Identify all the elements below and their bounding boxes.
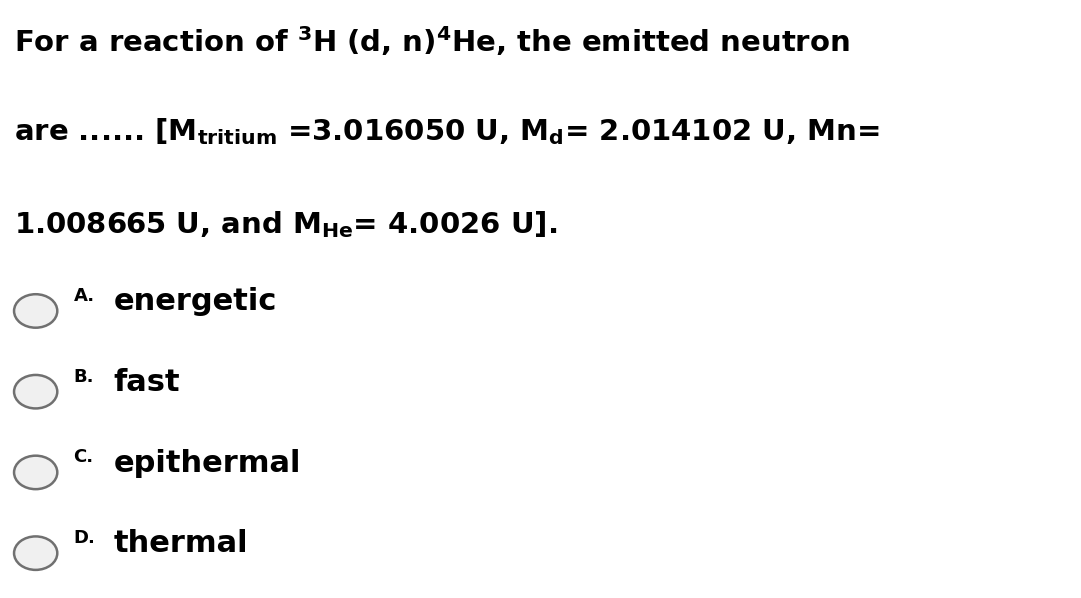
Text: 1.008665 U, and M$_{\mathbf{He}}$= 4.0026 U].: 1.008665 U, and M$_{\mathbf{He}}$= 4.002… xyxy=(14,209,557,240)
Text: B.: B. xyxy=(74,368,94,386)
Text: are ...... [M$_{\mathbf{tritium}}$ =3.016050 U, M$_{\mathbf{d}}$= 2.014102 U, Mn: are ...... [M$_{\mathbf{tritium}}$ =3.01… xyxy=(14,117,880,148)
Ellipse shape xyxy=(14,375,57,408)
Ellipse shape xyxy=(14,294,57,328)
Text: fast: fast xyxy=(114,368,181,396)
Text: epithermal: epithermal xyxy=(114,448,301,477)
Text: thermal: thermal xyxy=(114,529,249,558)
Text: C.: C. xyxy=(74,448,94,466)
Text: A.: A. xyxy=(74,287,95,305)
Text: For a reaction of $\mathbf{^3}$H (d, n)$\mathbf{^4}$He, the emitted neutron: For a reaction of $\mathbf{^3}$H (d, n)$… xyxy=(14,24,850,58)
Text: energetic: energetic xyxy=(114,287,277,316)
Text: D.: D. xyxy=(74,529,95,547)
Ellipse shape xyxy=(14,456,57,489)
Ellipse shape xyxy=(14,536,57,570)
